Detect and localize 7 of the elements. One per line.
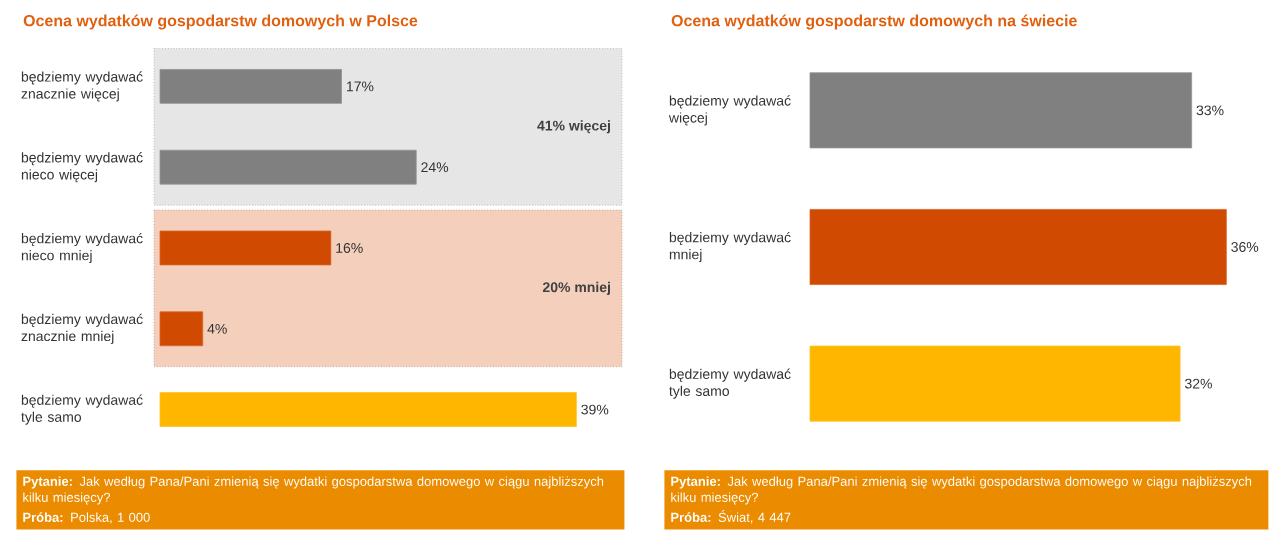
bar xyxy=(159,69,342,104)
chart-title: Ocena wydatków gospodarstw domowych w Polsce xyxy=(23,14,418,30)
bar xyxy=(159,311,204,347)
bar xyxy=(159,230,332,266)
bar xyxy=(159,149,417,185)
bar xyxy=(159,392,577,427)
chart-title: Ocena wydatków gospodarstw domowych na świecie xyxy=(671,14,1077,30)
